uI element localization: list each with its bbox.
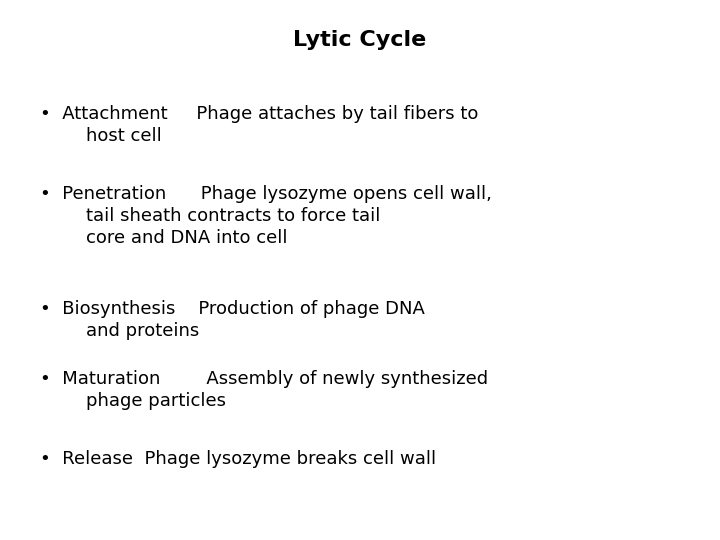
Text: and proteins: and proteins xyxy=(40,322,199,340)
Text: •  Maturation        Assembly of newly synthesized: • Maturation Assembly of newly synthesiz… xyxy=(40,370,488,388)
Text: core and DNA into cell: core and DNA into cell xyxy=(40,229,287,247)
Text: •  Attachment     Phage attaches by tail fibers to: • Attachment Phage attaches by tail fibe… xyxy=(40,105,478,123)
Text: tail sheath contracts to force tail: tail sheath contracts to force tail xyxy=(40,207,380,225)
Text: •  Release  Phage lysozyme breaks cell wall: • Release Phage lysozyme breaks cell wal… xyxy=(40,450,436,468)
Text: •  Penetration      Phage lysozyme opens cell wall,: • Penetration Phage lysozyme opens cell … xyxy=(40,185,492,203)
Text: host cell: host cell xyxy=(40,127,162,145)
Text: Lytic Cycle: Lytic Cycle xyxy=(293,30,427,50)
Text: •  Biosynthesis    Production of phage DNA: • Biosynthesis Production of phage DNA xyxy=(40,300,425,318)
Text: phage particles: phage particles xyxy=(40,392,226,410)
